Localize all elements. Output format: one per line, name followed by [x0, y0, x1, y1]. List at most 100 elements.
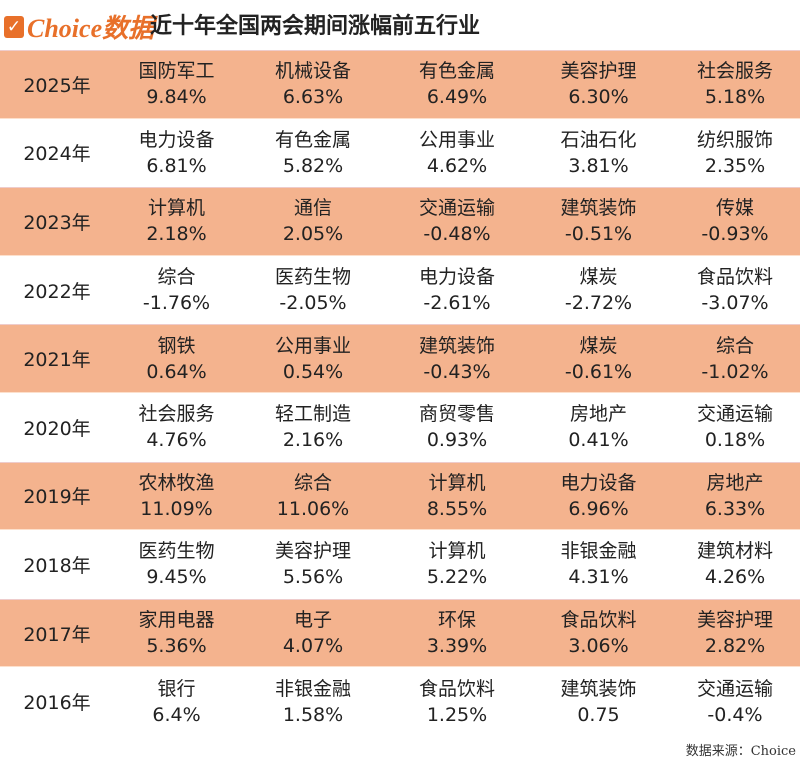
industry-change: 2.18% — [146, 223, 207, 246]
industry-table: 2025年 国防军工 9.84% 机械设备 6.63% 有色金属 6.49% 美… — [0, 50, 800, 736]
industry-change: 6.4% — [152, 703, 201, 726]
industry-cell: 计算机 2.18% — [114, 195, 239, 247]
industry-change: 0.54% — [282, 360, 344, 383]
table-row: 2020年 社会服务 4.76% 轻工制造 2.16% 商贸零售 0.93% 房… — [0, 392, 800, 462]
industry-change: -0.61% — [564, 360, 633, 383]
industry-cell: 纺织服饰 2.35% — [670, 127, 800, 179]
industry-cell: 医药生物 9.45% — [114, 538, 239, 590]
industry-cell: 非银金融 4.31% — [527, 538, 670, 590]
industry-cell: 传媒 -0.93% — [670, 195, 800, 247]
industry-cell: 计算机 8.55% — [387, 470, 527, 522]
table-row: 2019年 农林牧渔 11.09% 综合 11.06% 计算机 8.55% 电力… — [0, 461, 800, 531]
industry-name: 轻工制造 — [274, 403, 351, 426]
industry-name: 农林牧渔 — [138, 471, 215, 494]
industry-name: 电子 — [293, 609, 332, 632]
industry-change: 2.05% — [282, 223, 344, 246]
industry-cell: 通信 2.05% — [239, 195, 387, 247]
industry-change: 4.76% — [146, 429, 207, 452]
industry-change: -0.4% — [707, 703, 763, 726]
industry-cell: 综合 -1.02% — [670, 333, 800, 385]
industry-name: 环保 — [437, 609, 476, 632]
industry-change: -2.61% — [423, 292, 491, 315]
industry-name: 社会服务 — [138, 403, 215, 426]
industry-name: 房地产 — [706, 471, 764, 494]
industry-cell: 环保 3.39% — [387, 607, 527, 659]
industry-name: 综合 — [157, 266, 196, 289]
year-cell: 2021年 — [23, 349, 91, 372]
table-row: 2018年 医药生物 9.45% 美容护理 5.56% 计算机 5.22% 非银… — [0, 530, 800, 599]
table-row: 2016年 银行 6.4% 非银金融 1.58% 食品饮料 1.25% 建筑装饰… — [0, 667, 800, 736]
industry-change: 5.56% — [282, 566, 344, 589]
industry-name: 煤炭 — [579, 266, 618, 289]
industry-cell: 银行 6.4% — [114, 676, 239, 728]
industry-cell: 交通运输 -0.4% — [670, 676, 800, 728]
industry-cell: 石油石化 3.81% — [527, 127, 670, 179]
industry-name: 公用事业 — [418, 128, 495, 151]
industry-cell: 电子 4.07% — [239, 607, 387, 659]
industry-change: 3.39% — [426, 635, 488, 658]
industry-change: 6.63% — [282, 86, 344, 109]
industry-name: 纺织服饰 — [696, 128, 773, 151]
industry-cell: 食品饮料 3.06% — [527, 607, 670, 659]
industry-cell: 煤炭 -0.61% — [527, 333, 670, 385]
industry-cell: 交通运输 -0.48% — [387, 195, 527, 247]
industry-change: 0.18% — [704, 429, 766, 452]
industry-change: 6.49% — [426, 86, 488, 109]
industry-cell: 电力设备 6.96% — [527, 470, 670, 522]
industry-cell: 煤炭 -2.72% — [527, 264, 670, 316]
industry-name: 非银金融 — [274, 677, 351, 700]
industry-change: 1.25% — [426, 703, 488, 726]
industry-change: 0.75 — [577, 703, 620, 726]
industry-cell: 建筑材料 4.26% — [670, 538, 800, 590]
industry-change: 3.06% — [568, 635, 629, 658]
industry-cell: 建筑装饰 -0.51% — [527, 195, 670, 247]
industry-name: 石油石化 — [560, 128, 637, 151]
industry-name: 计算机 — [428, 471, 486, 494]
industry-change: 11.09% — [140, 497, 213, 520]
industry-change: 2.35% — [704, 154, 766, 177]
industry-change: 0.93% — [426, 429, 488, 452]
industry-cell: 美容护理 2.82% — [670, 607, 800, 659]
year-cell: 2023年 — [23, 211, 91, 234]
industry-name: 钢铁 — [157, 334, 196, 357]
industry-name: 交通运输 — [418, 197, 495, 220]
industry-change: 5.18% — [704, 86, 766, 109]
industry-name: 建筑装饰 — [418, 334, 495, 357]
industry-cell: 房地产 0.41% — [527, 401, 670, 453]
industry-name: 银行 — [157, 677, 196, 700]
logo-text: Choice数据 — [27, 14, 155, 43]
industry-name: 社会服务 — [696, 60, 773, 83]
industry-change: 5.22% — [426, 566, 488, 589]
industry-cell: 公用事业 0.54% — [239, 333, 387, 385]
year-cell: 2016年 — [23, 692, 91, 715]
industry-name: 食品饮料 — [560, 609, 637, 632]
industry-change: 8.55% — [426, 497, 488, 520]
industry-name: 建筑材料 — [696, 540, 773, 563]
industry-cell: 交通运输 0.18% — [670, 401, 800, 453]
industry-cell: 商贸零售 0.93% — [387, 401, 527, 453]
page-title: 近十年全国两会期间涨幅前五行业 — [150, 14, 481, 39]
industry-cell: 机械设备 6.63% — [239, 58, 387, 110]
industry-name: 机械设备 — [274, 60, 351, 83]
industry-name: 医药生物 — [138, 540, 215, 563]
industry-cell: 社会服务 5.18% — [670, 58, 800, 110]
industry-name: 综合 — [715, 334, 754, 357]
year-cell: 2024年 — [23, 143, 91, 166]
industry-change: -0.93% — [701, 223, 769, 246]
industry-cell: 食品饮料 1.25% — [387, 676, 527, 728]
industry-cell: 房地产 6.33% — [670, 470, 800, 522]
industry-cell: 美容护理 5.56% — [239, 538, 387, 590]
industry-change: 6.33% — [704, 497, 766, 520]
industry-name: 房地产 — [569, 403, 627, 426]
industry-change: 4.31% — [568, 566, 629, 589]
industry-name: 食品饮料 — [418, 677, 495, 700]
industry-name: 非银金融 — [560, 540, 637, 563]
industry-cell: 电力设备 -2.61% — [387, 264, 527, 316]
industry-cell: 家用电器 5.36% — [114, 607, 239, 659]
industry-change: -1.76% — [142, 292, 211, 315]
industry-cell: 农林牧渔 11.09% — [114, 470, 239, 522]
year-cell: 2018年 — [23, 554, 91, 577]
industry-change: 4.62% — [426, 154, 488, 177]
industry-change: 2.16% — [282, 429, 344, 452]
industry-name: 计算机 — [428, 540, 486, 563]
